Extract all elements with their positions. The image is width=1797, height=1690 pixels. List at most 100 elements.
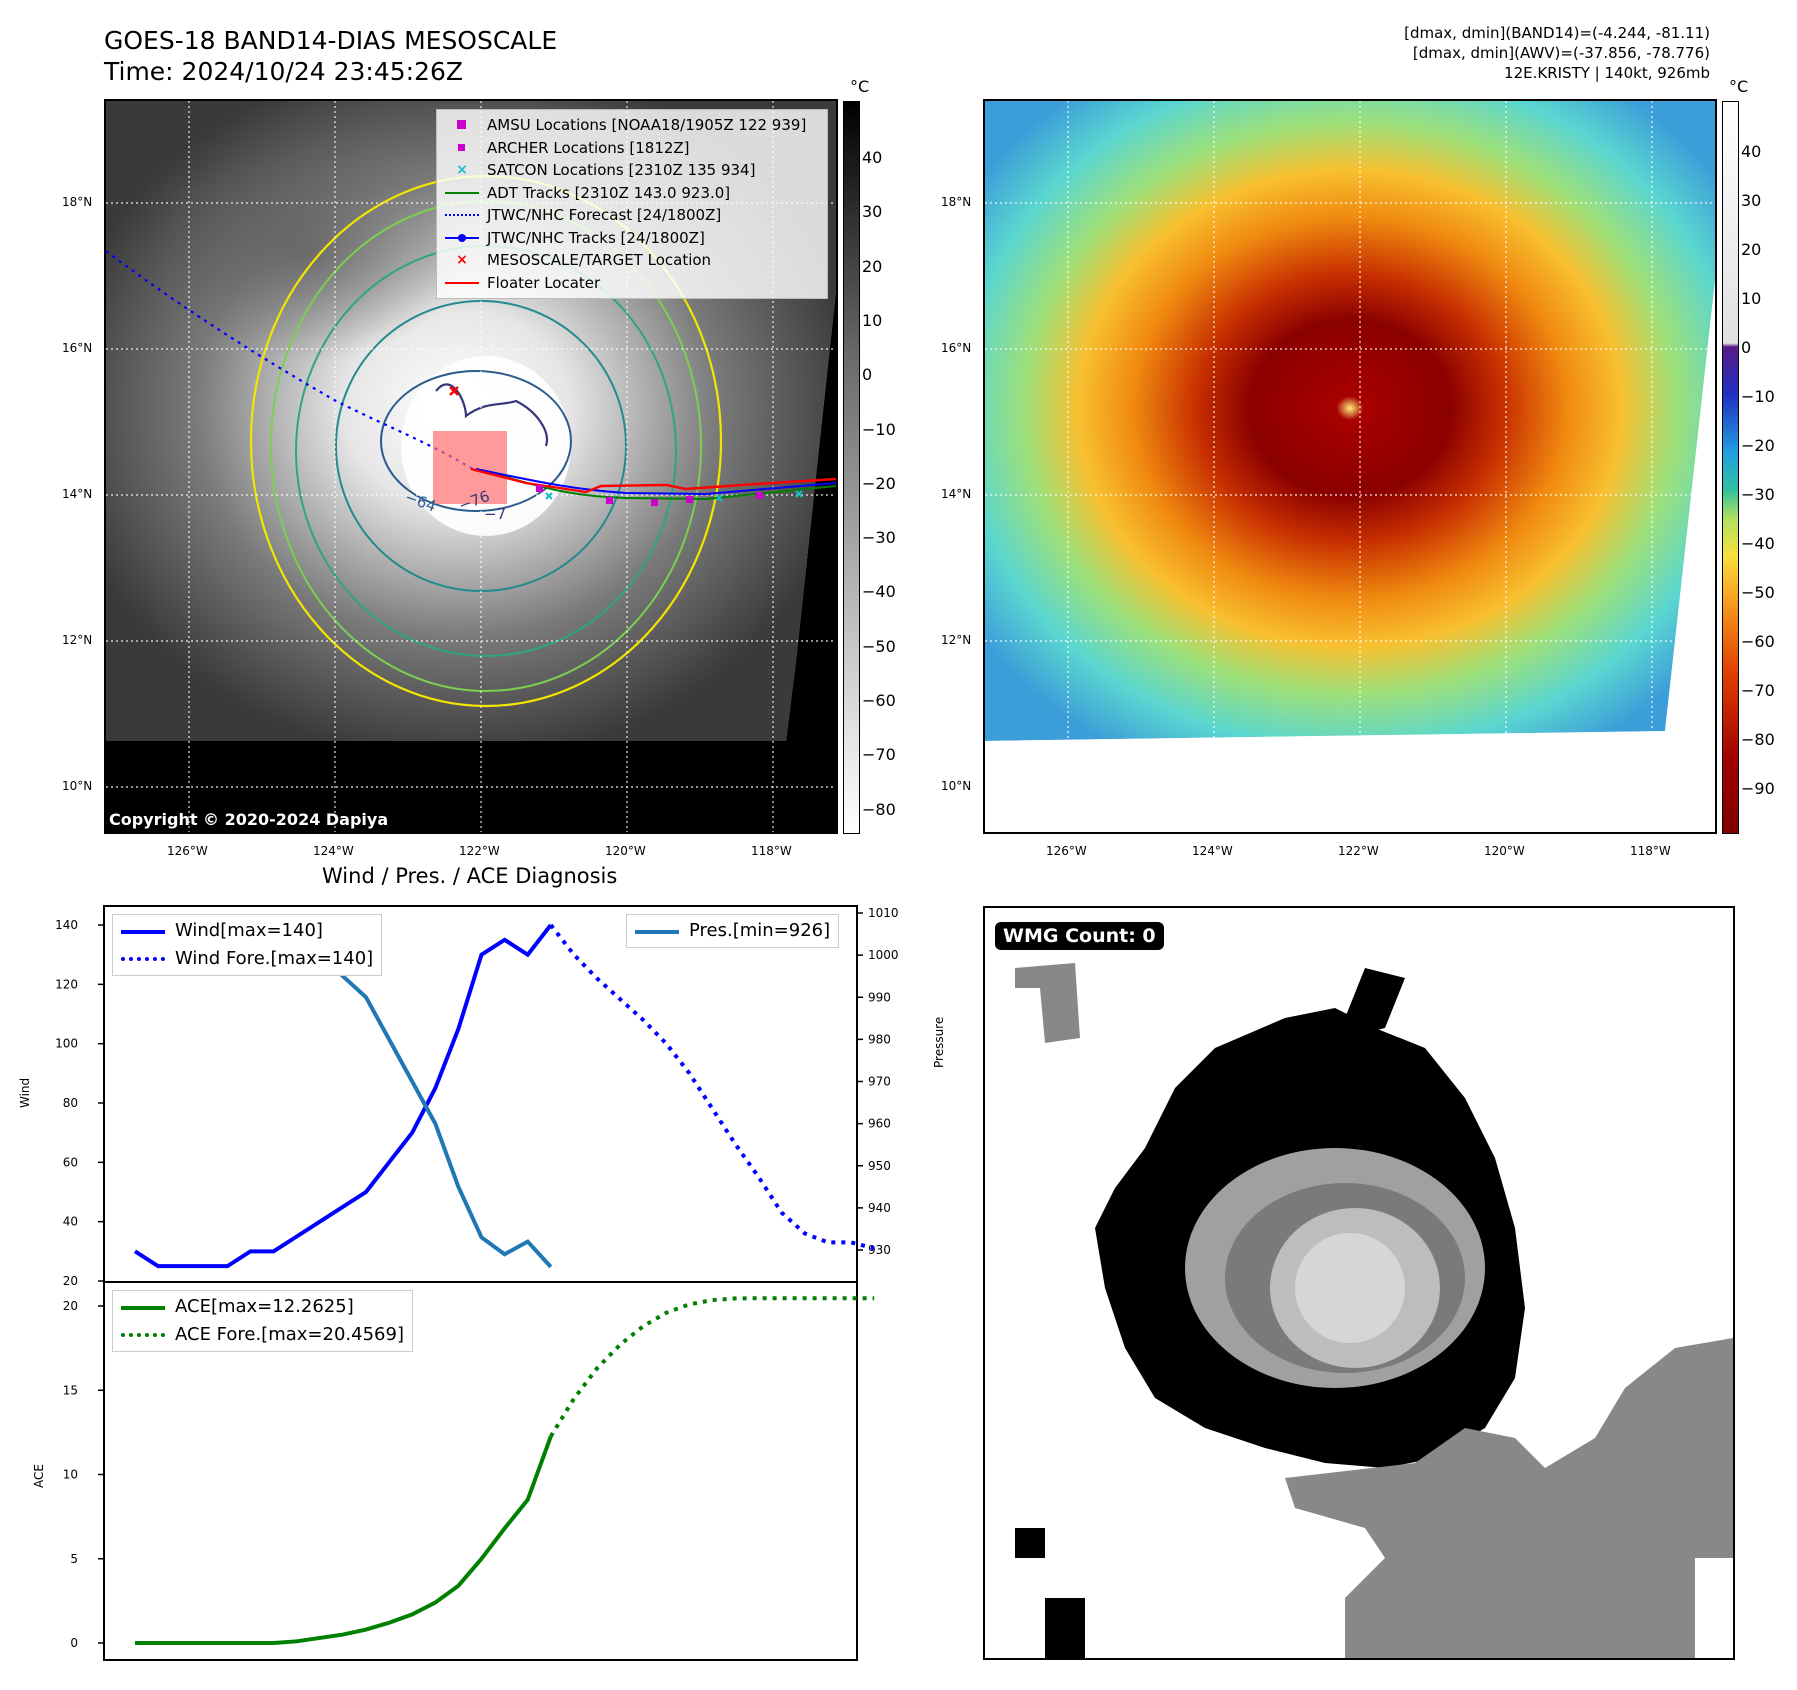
wmg-image xyxy=(1015,963,1733,1658)
awv-cb-tick-13: −90 xyxy=(1741,779,1775,798)
legend-label-amsu: AMSU Locations [NOAA18/1905Z 122 939] xyxy=(487,116,807,134)
legend-row-floater: Floater Locater xyxy=(445,272,819,295)
awv-cb-tick-6: −20 xyxy=(1741,436,1775,455)
wind-ytick-label-1: 40 xyxy=(63,1215,78,1229)
contour-label-3: −7 xyxy=(484,505,506,523)
legend-symbol-archer xyxy=(445,138,479,158)
ir-cb-tick-2: 20 xyxy=(862,256,883,276)
wind-fore-legend-label: Wind Fore.[max=140] xyxy=(175,948,374,969)
ir-lon-3: 120°W xyxy=(605,844,646,858)
ir-cb-tick-1: 30 xyxy=(862,202,883,222)
ir-lat-2: 14°N xyxy=(62,487,93,501)
wind-legend-label: Wind[max=140] xyxy=(175,920,323,941)
ace-forecast-line xyxy=(549,1296,875,1438)
wmg-count-label: WMG Count: 0 xyxy=(995,922,1164,950)
pres-ytick-label-2: 950 xyxy=(868,1159,891,1173)
legend-row-archer: ARCHER Locations [1812Z] xyxy=(445,137,819,160)
ir-cb-tick-11: −70 xyxy=(862,745,896,765)
awv-cb-tick-5: −10 xyxy=(1741,387,1775,406)
ir-lat-0: 18°N xyxy=(62,195,93,209)
pres-legend: Pres.[min=926] xyxy=(626,914,840,948)
awv-cb-tick-12: −80 xyxy=(1741,730,1775,749)
legend-label-archer: ARCHER Locations [1812Z] xyxy=(487,138,690,157)
ace-ytick-label-3: 15 xyxy=(63,1383,78,1397)
legend-symbol-amsu xyxy=(445,115,479,135)
ace-fore-legend-symbol xyxy=(121,1325,165,1345)
ir-lat-1: 16°N xyxy=(62,341,93,355)
wind-ytick-label-4: 100 xyxy=(55,1037,78,1051)
ir-lon-1: 124°W xyxy=(313,844,354,858)
pres-ytick-label-0: 930 xyxy=(868,1243,891,1257)
pres-legend-label: Pres.[min=926] xyxy=(689,920,831,941)
ir-cb-tick-3: 10 xyxy=(862,310,883,330)
legend-symbol-tracks xyxy=(445,228,479,248)
ace-ytick-label-0: 0 xyxy=(70,1636,78,1650)
ir-cb-tick-4: 0 xyxy=(862,365,873,385)
ir-cb-tick-9: −50 xyxy=(862,636,896,656)
info-line-2: [dmax, dmin](AWV)=(-37.856, -78.776) xyxy=(1412,44,1710,62)
awv-cb-tick-2: 20 xyxy=(1741,240,1762,259)
ir-lon-2: 122°W xyxy=(459,844,500,858)
awv-lat-4: 10°N xyxy=(941,779,972,793)
legend-row-target: × MESOSCALE/TARGET Location xyxy=(445,249,819,272)
diag-title: Wind / Pres. / ACE Diagnosis xyxy=(322,864,618,888)
awv-lon-3: 120°W xyxy=(1484,844,1525,858)
pres-ytick-label-1: 940 xyxy=(868,1201,891,1215)
info-line-3: 12E.KRISTY | 140kt, 926mb xyxy=(1504,64,1710,82)
awv-map-panel xyxy=(983,99,1717,834)
ace-axes-frame xyxy=(103,1281,858,1661)
wind-ytick-label-2: 60 xyxy=(63,1155,78,1169)
wind-fore-legend-row: Wind Fore.[max=140] xyxy=(121,945,373,973)
awv-cb-tick-3: 10 xyxy=(1741,289,1762,308)
ace-fore-legend-label: ACE Fore.[max=20.4569] xyxy=(175,1324,404,1345)
ir-cb-tick-5: −10 xyxy=(862,419,896,439)
ace-legend: ACE[max=12.2625] ACE Fore.[max=20.4569] xyxy=(112,1290,413,1352)
pres-ytick-label-7: 1000 xyxy=(868,948,899,962)
legend-label-floater: Floater Locater xyxy=(487,273,601,292)
awv-cb-tick-8: −40 xyxy=(1741,534,1775,553)
title-line-1: GOES-18 BAND14-DIAS MESOSCALE xyxy=(104,26,558,55)
pres-ytick-label-5: 980 xyxy=(868,1032,891,1046)
legend-label-satcon: SATCON Locations [2310Z 135 934] xyxy=(487,161,756,179)
awv-cb-tick-11: −70 xyxy=(1741,681,1775,700)
wind-ytick-label-5: 120 xyxy=(55,977,78,991)
ace-ytick-label-4: 20 xyxy=(63,1299,78,1313)
wind-forecast-line xyxy=(549,923,875,1251)
wmg-panel: WMG Count: 0 xyxy=(983,906,1735,1660)
ace-fore-legend-row: ACE Fore.[max=20.4569] xyxy=(121,1321,404,1349)
ir-cb-tick-12: −80 xyxy=(862,799,896,819)
pres-legend-row: Pres.[min=926] xyxy=(635,917,830,945)
title-line-2: Time: 2024/10/24 23:45:26Z xyxy=(104,57,463,86)
awv-colorbar xyxy=(1722,101,1739,834)
legend-symbol-forecast xyxy=(445,205,479,225)
awv-cb-tick-9: −50 xyxy=(1741,583,1775,602)
ir-lon-4: 118°W xyxy=(751,844,792,858)
ir-cb-tick-0: 40 xyxy=(862,148,883,167)
ir-cb-tick-7: −30 xyxy=(862,528,896,548)
legend-row-forecast: JTWC/NHC Forecast [24/1800Z] xyxy=(445,204,819,227)
awv-lat-3: 12°N xyxy=(941,633,972,647)
ir-map-legend: AMSU Locations [NOAA18/1905Z 122 939] AR… xyxy=(436,109,828,299)
awv-lat-1: 16°N xyxy=(941,341,972,355)
ir-cb-tick-10: −60 xyxy=(862,691,896,710)
legend-label-tracks: JTWC/NHC Tracks [24/1800Z] xyxy=(487,228,705,247)
wind-line xyxy=(133,923,553,1269)
legend-symbol-adt xyxy=(445,183,479,203)
wind-fore-legend-symbol xyxy=(121,949,165,969)
ace-legend-row: ACE[max=12.2625] xyxy=(121,1293,404,1321)
ace-legend-label: ACE[max=12.2625] xyxy=(175,1296,354,1317)
legend-row-tracks: JTWC/NHC Tracks [24/1800Z] xyxy=(445,227,819,250)
awv-lon-0: 126°W xyxy=(1046,844,1087,858)
legend-symbol-satcon: × xyxy=(456,162,468,179)
wind-legend: Wind[max=140] Wind Fore.[max=140] xyxy=(112,914,383,976)
ir-cb-tick-6: −20 xyxy=(862,473,896,493)
copyright-text: Copyright © 2020-2024 Dapiya xyxy=(109,810,389,829)
awv-cb-tick-4: 0 xyxy=(1741,338,1752,357)
ir-map-panel: −64 −76 −7 AMSU Locations [NOAA18/1905Z … xyxy=(104,99,838,834)
ir-colorbar-unit: °C xyxy=(850,77,870,96)
awv-lat-2: 14°N xyxy=(941,487,972,501)
awv-lon-2: 122°W xyxy=(1338,844,1379,858)
awv-cb-tick-7: −30 xyxy=(1741,485,1775,504)
legend-symbol-floater xyxy=(445,273,479,293)
